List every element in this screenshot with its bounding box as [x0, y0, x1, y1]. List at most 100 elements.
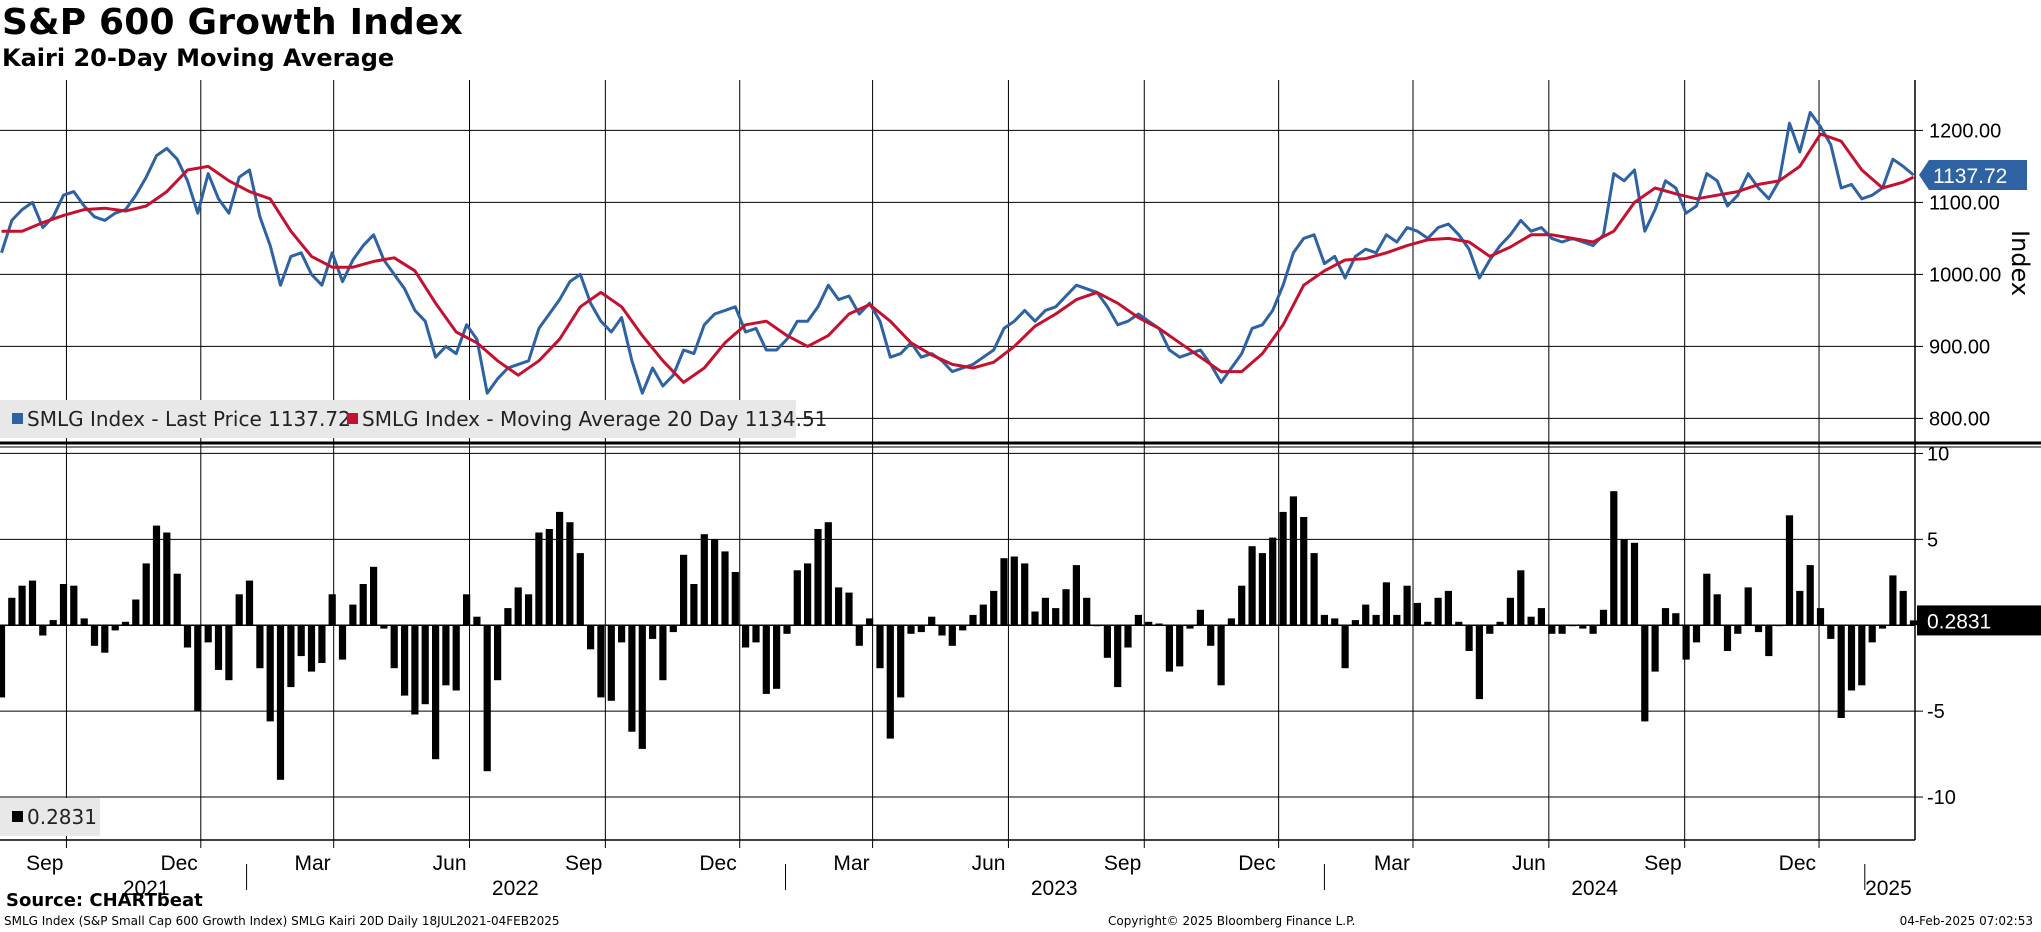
- kairi-bar: [1486, 625, 1494, 634]
- kairi-bar: [618, 625, 626, 643]
- kairi-bar: [669, 625, 677, 633]
- kairi-bar: [297, 625, 305, 657]
- year-label: 2023: [1031, 877, 1078, 900]
- kairi-bar: [659, 625, 667, 681]
- kairi-bar: [752, 625, 760, 643]
- month-label: Dec: [699, 852, 736, 875]
- month-label: Jun: [972, 852, 1006, 875]
- kairi-bar: [359, 584, 367, 626]
- year-label: 2024: [1571, 877, 1618, 900]
- kairi-tick-label: 10: [1927, 443, 1949, 465]
- kairi-bar: [39, 625, 47, 636]
- kairi-bar: [1362, 604, 1370, 626]
- kairi-bar: [1796, 590, 1804, 626]
- kairi-bar: [907, 625, 915, 634]
- kairi-bar: [1517, 570, 1525, 626]
- month-label: Jun: [433, 852, 467, 875]
- kairi-bar: [1847, 625, 1856, 691]
- kairi-bar: [587, 625, 595, 650]
- kairi-bar: [845, 592, 853, 626]
- kairi-bar: [1227, 618, 1235, 626]
- kairi-bar: [1589, 625, 1597, 634]
- kairi-bar: [1837, 625, 1845, 718]
- kairi-bar: [256, 625, 264, 669]
- kairi-bar: [421, 625, 429, 705]
- kairi-bar: [814, 529, 822, 626]
- kairi-bar: [525, 594, 533, 626]
- kairi-bar: [1475, 625, 1483, 700]
- kairi-bar: [90, 625, 99, 646]
- kairi-bar: [783, 625, 791, 634]
- kairi-bar: [8, 597, 16, 626]
- kairi-bar: [411, 625, 419, 715]
- kairi-bar: [370, 566, 378, 626]
- kairi-bar: [804, 563, 812, 626]
- kairi-bar: [1413, 602, 1421, 626]
- kairi-bar: [773, 625, 781, 689]
- kairi-bar: [545, 529, 553, 626]
- kairi-bar: [680, 554, 688, 626]
- kairi-bar: [101, 625, 109, 653]
- kairi-bar: [1889, 575, 1897, 626]
- kairi-bar: [1372, 614, 1380, 626]
- kairi-bar: [1186, 625, 1194, 629]
- kairi-bar: [1455, 621, 1463, 626]
- kairi-bar: [607, 625, 615, 701]
- kairi-bar: [0, 625, 6, 698]
- kairi-bar: [566, 522, 574, 626]
- kairi-bar: [235, 594, 243, 626]
- kairi-bar: [1723, 625, 1732, 651]
- kairi-bar: [494, 625, 502, 681]
- kairi-bar: [721, 551, 729, 626]
- kairi-bar: [1238, 585, 1246, 626]
- month-label: Dec: [1779, 852, 1816, 875]
- kairi-bar: [1424, 621, 1432, 626]
- kairi-bar: [886, 625, 894, 739]
- kairi-bar: [1021, 563, 1029, 626]
- kairi-bar: [876, 625, 884, 669]
- kairi-bar: [1713, 594, 1721, 626]
- kairi-bar: [1124, 625, 1132, 648]
- kairi-bar: [959, 625, 967, 631]
- kairi-bar: [1692, 625, 1701, 643]
- kairi-bar: [390, 625, 398, 669]
- kairi-bar: [1579, 625, 1587, 629]
- kairi-bar: [1630, 542, 1639, 626]
- kairi-bar: [1444, 590, 1452, 626]
- kairi-tick-label: -10: [1927, 787, 1956, 809]
- kairi-bar: [1114, 625, 1122, 688]
- kairi-tick-label: 5: [1927, 529, 1938, 551]
- kairi-bar: [504, 608, 512, 626]
- kairi-bar: [948, 625, 956, 646]
- kairi-bar: [700, 534, 708, 626]
- kairi-bar: [1134, 614, 1142, 626]
- kairi-bar: [183, 625, 192, 648]
- price-panel: [0, 110, 1915, 395]
- legend-kairi-value: 0.2831: [27, 805, 97, 829]
- copyright-label: Copyright© 2025 Bloomberg Finance L.P.: [1108, 914, 1356, 928]
- kairi-bar: [1062, 589, 1070, 626]
- last-price-tag: [1919, 160, 2027, 191]
- month-label: Sep: [1104, 852, 1141, 875]
- kairi-bar: [1909, 620, 1918, 626]
- kairi-bar: [1558, 625, 1566, 634]
- last-price-line: [0, 110, 1915, 395]
- kairi-bar: [1165, 625, 1173, 672]
- kairi-bar: [1103, 625, 1111, 658]
- kairi-tick-label: -5: [1927, 701, 1945, 723]
- kairi-bar: [225, 625, 233, 681]
- last-kairi-tag-label: 0.2831: [1927, 610, 1991, 633]
- kairi-bar: [1320, 614, 1328, 626]
- kairi-bar: [1341, 625, 1349, 669]
- kairi-bar: [690, 584, 698, 626]
- kairi-bar: [338, 625, 347, 660]
- kairi-bar: [556, 511, 564, 626]
- grid-lines: [0, 80, 1915, 840]
- kairi-bar: [855, 625, 863, 646]
- kairi-bar: [473, 616, 481, 626]
- chart-subtitle: Kairi 20-Day Moving Average: [2, 44, 395, 72]
- kairi-bar: [1806, 565, 1814, 626]
- kairi-bar: [70, 585, 78, 626]
- month-label: Sep: [26, 852, 63, 875]
- kairi-bar: [121, 621, 130, 626]
